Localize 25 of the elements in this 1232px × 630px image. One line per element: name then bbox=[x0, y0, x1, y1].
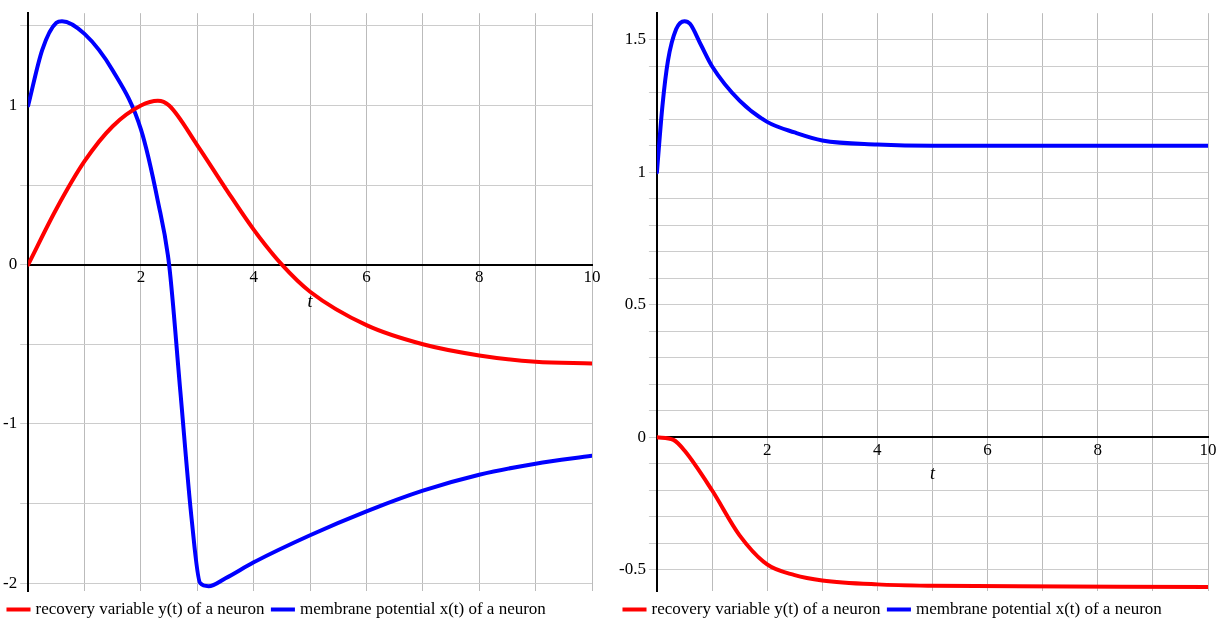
x-axis-title: t bbox=[307, 290, 314, 311]
y-tick-label: -1 bbox=[2, 413, 18, 433]
y-tick-label: 0 bbox=[637, 426, 646, 446]
legend-label: membrane potential x(t) of a neuron bbox=[915, 598, 1163, 618]
x-tick-label: 10 bbox=[1199, 439, 1217, 459]
y-tick-label: 1 bbox=[637, 161, 646, 181]
x-tick-label: 8 bbox=[1093, 439, 1103, 459]
y-tick-label: -0.5 bbox=[618, 559, 646, 579]
x-tick-label: 2 bbox=[136, 267, 146, 287]
x-tick-label: 2 bbox=[762, 439, 772, 459]
legend-label: membrane potential x(t) of a neuron bbox=[299, 598, 547, 618]
y-tick-label: -2 bbox=[2, 572, 18, 592]
x-axis-title: t bbox=[929, 463, 936, 484]
x-tick-label: 6 bbox=[983, 439, 992, 459]
x-tick-label: 4 bbox=[873, 439, 883, 459]
x-tick-label: 4 bbox=[249, 267, 259, 287]
y-tick-label: 0 bbox=[8, 254, 18, 274]
x-tick-label: 10 bbox=[583, 267, 601, 287]
y-tick-label: 0.5 bbox=[624, 294, 646, 314]
x-tick-label: 6 bbox=[362, 267, 371, 287]
y-tick-label: 1 bbox=[8, 94, 18, 114]
legend-label: recovery variable y(t) of a neuron bbox=[651, 598, 881, 618]
y-tick-label: 1.5 bbox=[624, 29, 646, 49]
x-tick-label: 8 bbox=[474, 267, 484, 287]
legend-label: recovery variable y(t) of a neuron bbox=[35, 598, 265, 618]
